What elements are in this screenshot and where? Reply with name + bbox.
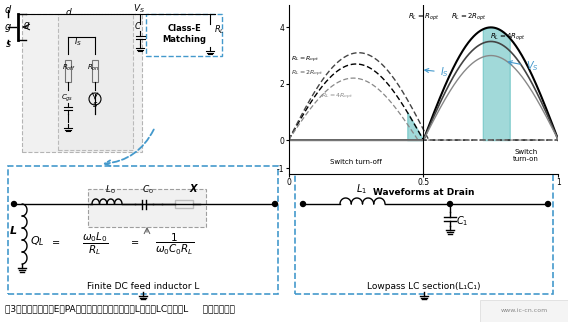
Text: $\dfrac{1}{\omega_0 C_0 R_L}$: $\dfrac{1}{\omega_0 C_0 R_L}$ bbox=[155, 232, 195, 257]
Text: $L_0$: $L_0$ bbox=[105, 183, 115, 195]
Text: $V_S$: $V_S$ bbox=[133, 2, 145, 14]
Text: $C_{gs}$: $C_{gs}$ bbox=[61, 93, 73, 104]
Text: $C$: $C$ bbox=[134, 20, 142, 31]
Text: d: d bbox=[65, 8, 71, 17]
Text: $L_1$: $L_1$ bbox=[357, 182, 367, 196]
Text: $R_L=R_{opt}$: $R_L=R_{opt}$ bbox=[291, 55, 319, 65]
Text: g: g bbox=[24, 20, 30, 29]
Text: s: s bbox=[6, 39, 11, 49]
X-axis label: Waveforms at Drain: Waveforms at Drain bbox=[373, 188, 474, 197]
Text: Class-E
Matching: Class-E Matching bbox=[162, 24, 206, 44]
Text: d: d bbox=[5, 5, 11, 15]
Text: $\dfrac{\omega_0 L_0}{R_L}$: $\dfrac{\omega_0 L_0}{R_L}$ bbox=[82, 231, 108, 257]
Text: $R_L=4R_{opt}$: $R_L=4R_{opt}$ bbox=[321, 91, 353, 102]
Circle shape bbox=[300, 202, 306, 206]
FancyBboxPatch shape bbox=[22, 14, 142, 152]
Text: $I_S$: $I_S$ bbox=[425, 65, 449, 79]
Text: g: g bbox=[5, 22, 11, 32]
FancyBboxPatch shape bbox=[8, 166, 278, 294]
Text: $R_L=4R_{opt}$: $R_L=4R_{opt}$ bbox=[490, 31, 526, 43]
Text: s: s bbox=[93, 100, 97, 109]
Text: X: X bbox=[189, 184, 197, 194]
Text: $R_L=2R_{opt}$: $R_L=2R_{opt}$ bbox=[452, 12, 487, 23]
FancyBboxPatch shape bbox=[88, 189, 206, 227]
Text: L: L bbox=[10, 226, 16, 236]
Circle shape bbox=[11, 202, 16, 206]
Text: $R_L$: $R_L$ bbox=[214, 23, 225, 35]
Text: $=$: $=$ bbox=[51, 236, 61, 246]
Circle shape bbox=[545, 202, 550, 206]
Text: Switch turn-off: Switch turn-off bbox=[330, 159, 382, 165]
FancyBboxPatch shape bbox=[480, 300, 568, 322]
Text: $R_{off}$: $R_{off}$ bbox=[62, 63, 76, 73]
Bar bbox=[65, 60, 71, 82]
Text: $C_1$: $C_1$ bbox=[456, 214, 469, 228]
Text: $=$: $=$ bbox=[130, 236, 140, 246]
Bar bbox=[92, 60, 98, 82]
Circle shape bbox=[273, 202, 278, 206]
Bar bbox=[207, 27, 214, 47]
Text: $I_S$: $I_S$ bbox=[74, 35, 82, 48]
Text: $R_L=R_{opt}$: $R_L=R_{opt}$ bbox=[408, 12, 439, 23]
FancyBboxPatch shape bbox=[58, 14, 133, 150]
Text: Switch
turn-on: Switch turn-on bbox=[513, 149, 539, 162]
Bar bbox=[175, 200, 193, 208]
Text: Lowpass LC section(L₁C₁): Lowpass LC section(L₁C₁) bbox=[367, 282, 481, 291]
Text: $Q_L$: $Q_L$ bbox=[30, 234, 45, 248]
Text: $R_{on}$: $R_{on}$ bbox=[87, 63, 99, 73]
Text: 图3：准负载不敏感E类PA，及其有限直流馈电电感L和低通LC部分（L     以及相关波形: 图3：准负载不敏感E类PA，及其有限直流馈电电感L和低通LC部分（L 以及相关波… bbox=[5, 305, 235, 314]
FancyBboxPatch shape bbox=[146, 14, 222, 56]
Text: www.ic-cn.com: www.ic-cn.com bbox=[500, 308, 548, 314]
Text: $R_L=2R_{opt}$: $R_L=2R_{opt}$ bbox=[291, 69, 323, 79]
Text: Finite DC feed inductor L: Finite DC feed inductor L bbox=[87, 282, 199, 291]
Text: $C_0$: $C_0$ bbox=[142, 183, 154, 195]
Circle shape bbox=[448, 202, 453, 206]
FancyBboxPatch shape bbox=[295, 166, 553, 294]
Text: $V_S$: $V_S$ bbox=[508, 60, 538, 73]
